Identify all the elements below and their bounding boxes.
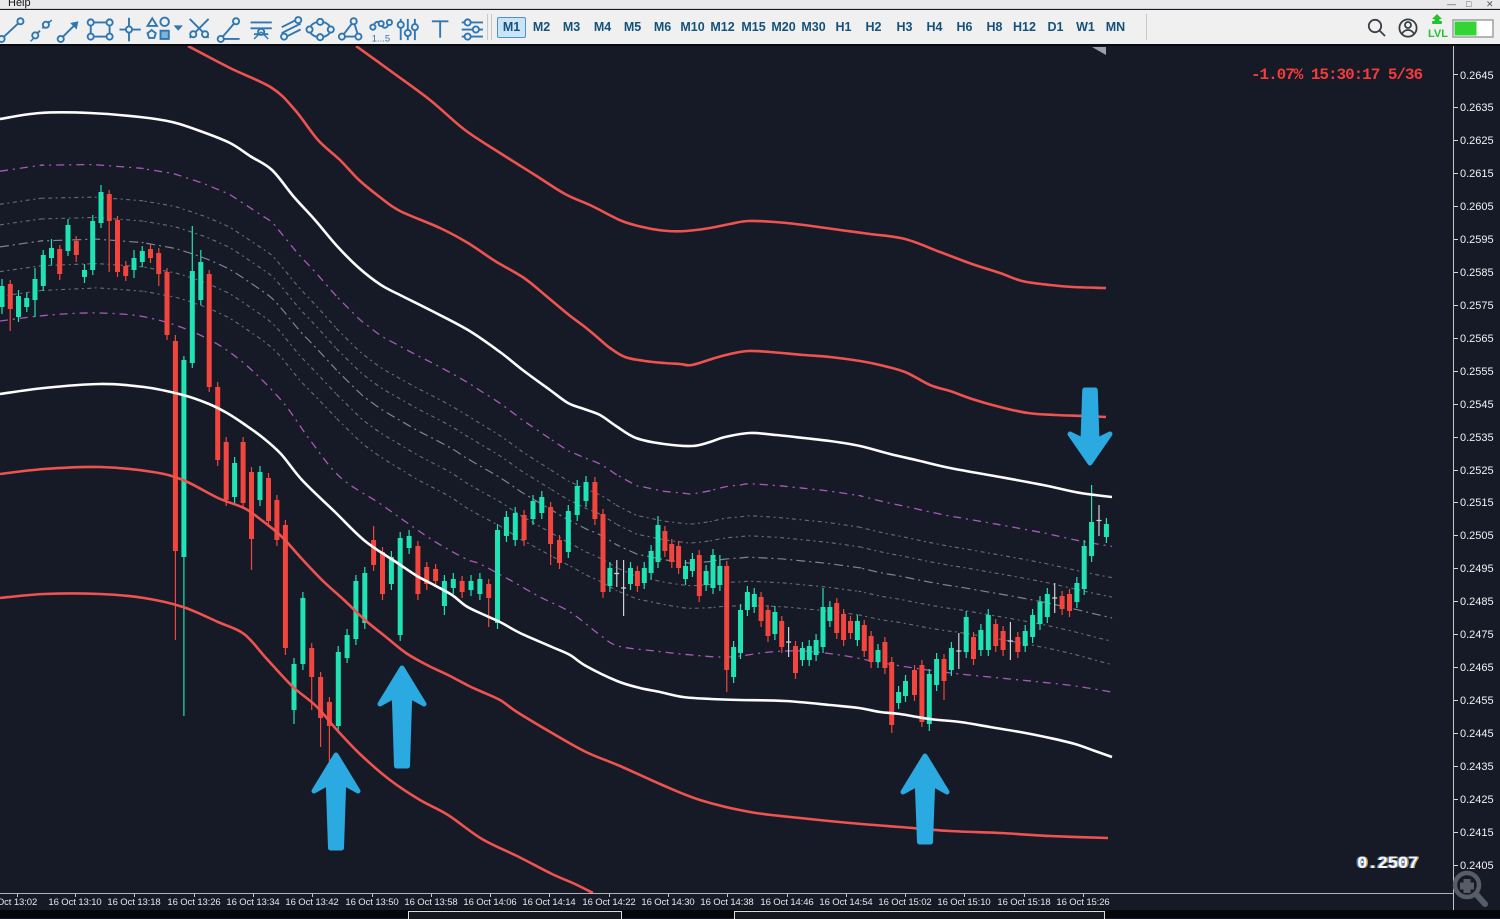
svg-text:1...5: 1...5: [372, 33, 390, 44]
svg-text:LVL: LVL: [1428, 28, 1448, 40]
